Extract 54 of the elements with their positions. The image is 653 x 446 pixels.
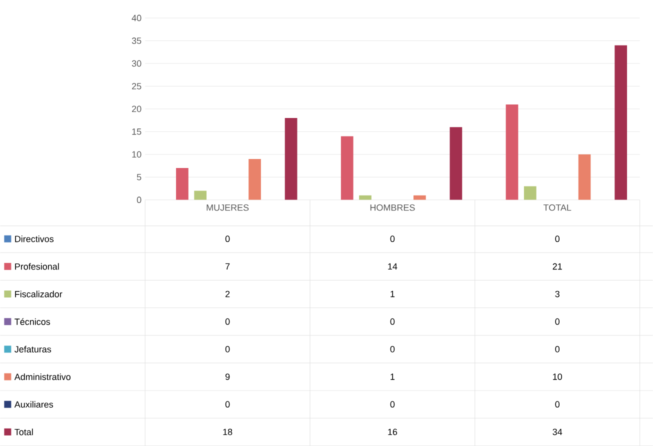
legend-label: Total <box>14 428 33 436</box>
data-label: 16 <box>388 428 398 436</box>
bar <box>614 45 628 200</box>
data-label: 18 <box>223 428 232 436</box>
data-label: 2 <box>226 290 230 298</box>
y-tick-label: 15 <box>132 128 142 135</box>
data-label: 0 <box>555 346 560 352</box>
bar <box>450 127 462 200</box>
data-label: 0 <box>555 236 560 242</box>
legend-label: Auxiliares <box>14 401 54 408</box>
y-tick-label: 20 <box>132 106 142 112</box>
legend-label: Profesional <box>15 263 59 270</box>
data-label: 9 <box>225 374 230 380</box>
data-label: 7 <box>226 263 230 270</box>
y-tick-label: 30 <box>132 60 142 67</box>
bar <box>340 136 354 200</box>
x-tick-label: HOMBRES <box>370 204 415 211</box>
y-tick-label: 10 <box>132 151 142 158</box>
y-tick-label: 25 <box>132 83 142 90</box>
data-label: 0 <box>390 346 395 352</box>
bar <box>248 158 261 200</box>
data-label: 0 <box>225 318 230 325</box>
bar <box>194 190 207 200</box>
data-label: 0 <box>390 318 395 325</box>
data-label: 0 <box>225 346 230 352</box>
data-label: 10 <box>553 374 562 380</box>
data-label: 21 <box>552 263 562 270</box>
data-label: 1 <box>390 374 395 380</box>
bar <box>284 118 298 200</box>
legend-label: Fiscalizador <box>15 290 62 298</box>
data-label: 14 <box>388 263 398 270</box>
bar <box>524 186 536 200</box>
x-tick-label: MUJERES <box>206 204 249 211</box>
data-label: 0 <box>225 236 230 242</box>
y-tick-label: 5 <box>136 174 142 180</box>
y-tick-label: 40 <box>132 14 142 22</box>
data-label: 0 <box>225 401 230 408</box>
y-tick-label: 35 <box>132 38 142 44</box>
data-label: 1 <box>390 290 395 298</box>
data-label: 0 <box>390 401 395 408</box>
data-label: 3 <box>555 290 560 298</box>
data-label: 0 <box>555 401 560 408</box>
y-tick-label: 0 <box>136 196 142 204</box>
bar <box>176 168 188 200</box>
data-label: 34 <box>552 428 562 436</box>
legend-label: Técnicos <box>14 318 50 325</box>
data-label: 0 <box>555 318 560 325</box>
bar <box>578 154 591 200</box>
legend-label: Jefaturas <box>14 346 52 353</box>
x-tick-label: TOTAL <box>543 204 572 211</box>
bar <box>506 104 518 200</box>
legend-label: Directivos <box>15 236 54 242</box>
legend-label: Administrativo <box>14 373 70 380</box>
data-label: 0 <box>390 236 395 242</box>
